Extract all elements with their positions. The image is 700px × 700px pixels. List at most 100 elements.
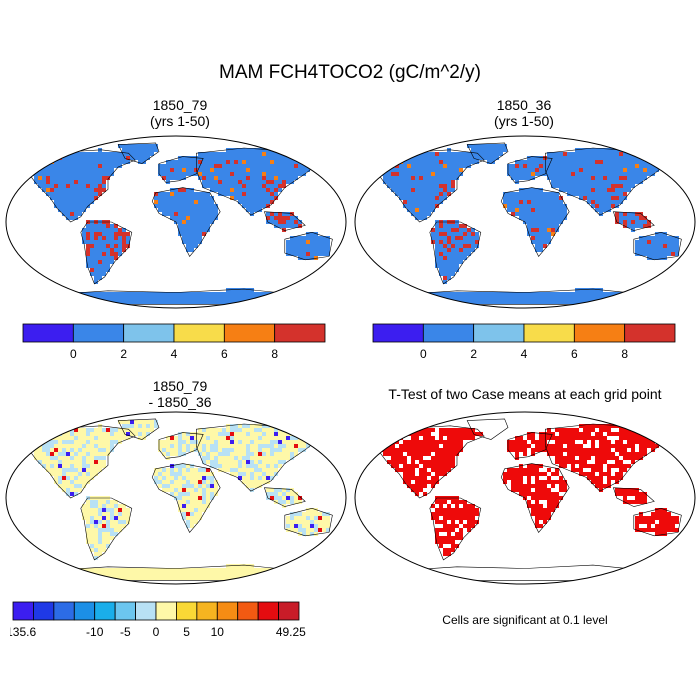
grid-cell xyxy=(94,272,98,276)
grid-cell xyxy=(563,484,567,488)
grid-cell xyxy=(571,468,575,472)
grid-cell xyxy=(50,572,54,576)
grid-cell xyxy=(226,192,230,196)
grid-cell xyxy=(455,516,459,520)
grid-cell xyxy=(639,292,643,296)
grid-cell xyxy=(495,148,499,152)
grid-cell xyxy=(559,204,563,208)
grid-cell xyxy=(150,148,154,152)
grid-cell xyxy=(579,460,583,464)
grid-cell xyxy=(447,248,451,252)
grid-cell xyxy=(551,200,555,204)
grid-cell xyxy=(399,452,403,456)
grid-cell xyxy=(70,468,74,472)
grid-cell xyxy=(399,172,403,176)
grid-cell xyxy=(655,244,659,248)
coastline-africa xyxy=(500,463,570,533)
grid-cell xyxy=(607,292,611,296)
grid-cell xyxy=(178,208,182,212)
grid-cell xyxy=(90,200,94,204)
grid-cell xyxy=(166,448,170,452)
grid-cell xyxy=(210,292,214,296)
colorbar-swatch xyxy=(155,601,177,621)
grid-cell xyxy=(419,432,423,436)
grid-cell xyxy=(250,424,254,428)
grid-cell xyxy=(166,208,170,212)
grid-cell xyxy=(435,260,439,264)
grid-cell xyxy=(122,240,126,244)
grid-cell xyxy=(242,176,246,180)
grid-cell xyxy=(411,212,415,216)
grid-cell xyxy=(515,448,519,452)
grid-cell xyxy=(571,452,575,456)
grid-cell xyxy=(178,468,182,472)
grid-cell xyxy=(218,464,222,468)
grid-cell xyxy=(290,440,294,444)
grid-cell xyxy=(475,508,479,512)
grid-cell xyxy=(531,508,535,512)
grid-cell xyxy=(286,436,290,440)
grid-cell xyxy=(202,568,206,572)
grid-cell xyxy=(439,180,443,184)
grid-cell xyxy=(86,512,90,516)
grid-cell xyxy=(114,524,118,528)
grid-cell xyxy=(527,220,531,224)
grid-cell xyxy=(258,456,262,460)
grid-cell xyxy=(70,200,74,204)
grid-cell xyxy=(419,440,423,444)
grid-cell xyxy=(543,196,547,200)
grid-cell xyxy=(306,244,310,248)
grid-cell xyxy=(294,572,298,576)
grid-cell xyxy=(102,180,106,184)
grid-cell xyxy=(547,448,551,452)
grid-cell xyxy=(46,164,50,168)
grid-cell xyxy=(62,168,66,172)
grid-cell xyxy=(286,452,290,456)
grid-cell xyxy=(427,480,431,484)
grid-cell xyxy=(655,532,659,536)
grid-cell xyxy=(531,176,535,180)
grid-cell xyxy=(439,428,443,432)
grid-cell xyxy=(607,432,611,436)
grid-cell xyxy=(94,456,98,460)
grid-cell xyxy=(118,228,122,232)
grid-cell xyxy=(555,180,559,184)
grid-cell xyxy=(274,488,278,492)
grid-cell xyxy=(138,148,142,152)
grid-cell xyxy=(166,480,170,484)
grid-cell xyxy=(106,444,110,448)
grid-cell xyxy=(519,464,523,468)
grid-cell xyxy=(110,520,114,524)
grid-cell xyxy=(274,460,278,464)
grid-cell xyxy=(50,576,54,580)
grid-cell xyxy=(587,168,591,172)
grid-cell xyxy=(82,296,86,300)
grid-cell xyxy=(407,296,411,300)
grid-cell xyxy=(66,300,70,304)
grid-cell xyxy=(451,436,455,440)
grid-cell xyxy=(395,448,399,452)
grid-cell xyxy=(595,292,599,296)
grid-cell xyxy=(90,196,94,200)
grid-cell xyxy=(186,444,190,448)
grid-cell xyxy=(314,576,318,580)
grid-cell xyxy=(539,208,543,212)
grid-cell xyxy=(90,504,94,508)
grid-cell xyxy=(451,448,455,452)
grid-cell xyxy=(166,472,170,476)
grid-cell xyxy=(230,168,234,172)
grid-cell xyxy=(290,516,294,520)
grid-cell xyxy=(399,188,403,192)
grid-cell xyxy=(98,272,102,276)
grid-cell xyxy=(94,260,98,264)
grid-cell xyxy=(270,200,274,204)
grid-cell xyxy=(242,192,246,196)
grid-cell xyxy=(270,176,274,180)
grid-cell xyxy=(439,452,443,456)
grid-cell xyxy=(210,152,214,156)
grid-cell xyxy=(250,196,254,200)
grid-cell xyxy=(583,188,587,192)
grid-cell xyxy=(250,568,254,572)
grid-cell xyxy=(559,164,563,168)
grid-cell xyxy=(118,296,122,300)
